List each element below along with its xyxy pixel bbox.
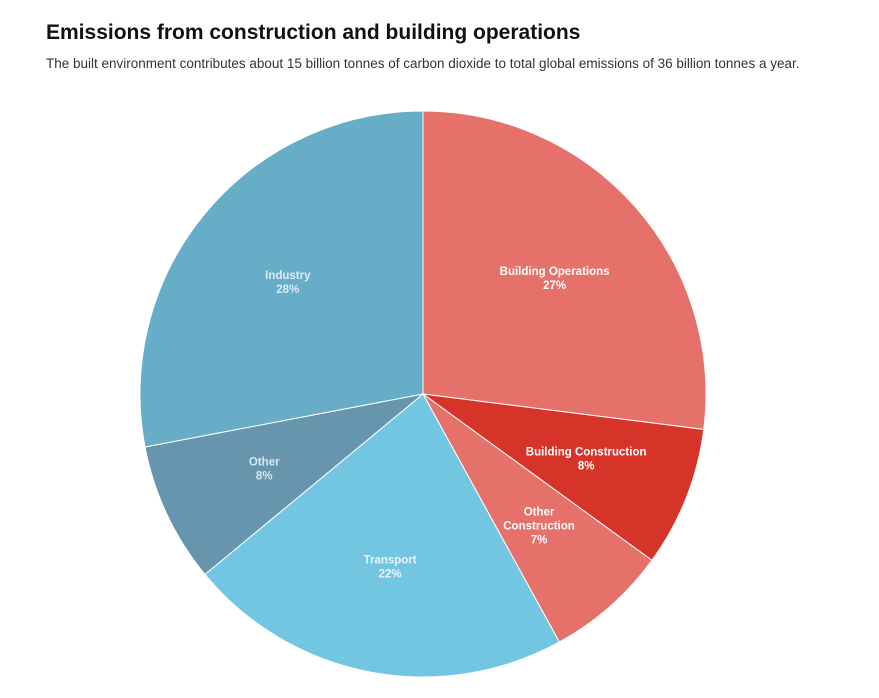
slice-label: Transport 22%	[364, 554, 417, 580]
slice-name-label: Other	[524, 507, 555, 519]
slice-value-label: 27%	[543, 280, 566, 292]
slice-label: Other 8%	[249, 457, 280, 483]
slice-label: Other Construction 7%	[503, 507, 575, 547]
pie-slice[interactable]	[422, 110, 707, 431]
pie-slice[interactable]	[204, 393, 561, 678]
slice-value-label: 22%	[379, 568, 402, 580]
slice-label: Building Operations 27%	[500, 266, 610, 292]
chart-subtitle: The built environment contributes about …	[46, 56, 800, 71]
slice-value-label: 8%	[256, 471, 273, 483]
slice-name-label: Other	[249, 457, 280, 469]
slice-label: Building Construction 8%	[526, 447, 647, 473]
pie-slice[interactable]	[139, 110, 424, 448]
slice-label: Industry 28%	[265, 270, 311, 296]
slice-value-label: 7%	[531, 535, 548, 547]
slice-name-label: Construction	[503, 521, 575, 533]
pie-labels: Building Operations 27% Building Construct…	[249, 266, 647, 580]
slice-value-label: 8%	[578, 461, 595, 473]
chart-header: Emissions from construction and building…	[46, 20, 826, 72]
pie-slice[interactable]	[144, 393, 424, 576]
chart-title: Emissions from construction and building…	[46, 21, 581, 44]
pie-slices	[139, 110, 707, 678]
slice-name-label: Transport	[364, 554, 417, 566]
pie-slice[interactable]	[422, 393, 653, 643]
slice-name-label: Building Construction	[526, 447, 647, 459]
slice-name-label: Building Operations	[500, 266, 610, 278]
slice-name-label: Industry	[265, 270, 311, 282]
slice-value-label: 28%	[276, 284, 299, 296]
pie-slice[interactable]	[422, 393, 705, 562]
